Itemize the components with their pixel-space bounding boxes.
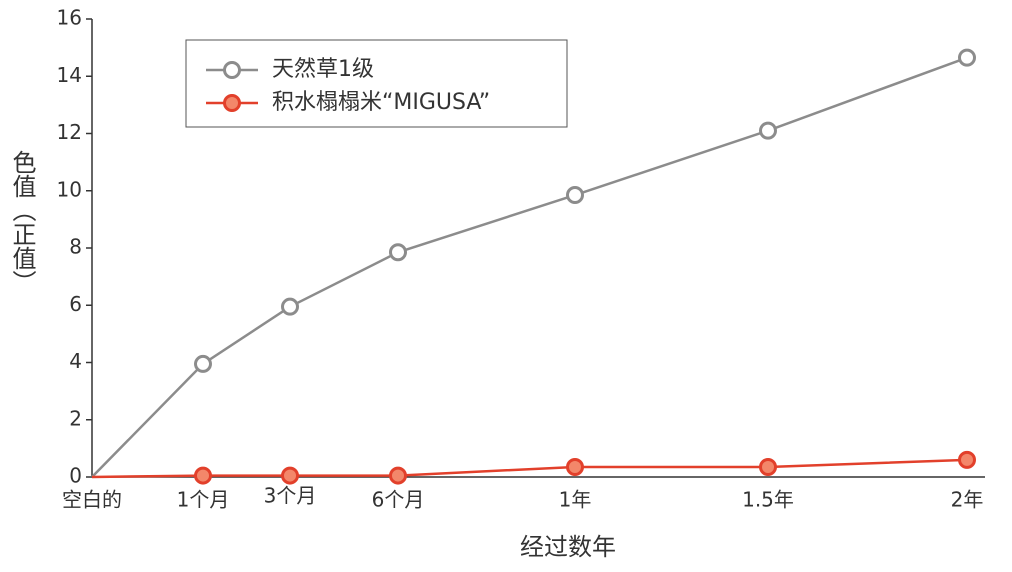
data-point <box>281 297 299 316</box>
y-tick-label: 0 <box>69 464 82 488</box>
y-tick-label: 14 <box>57 63 82 87</box>
data-point <box>194 466 212 485</box>
data-point <box>389 243 407 262</box>
x-tick-label: 3个月 <box>264 484 317 508</box>
x-tick-label: 6个月 <box>372 488 425 512</box>
x-tick-label: 2年 <box>951 488 984 512</box>
data-point <box>566 457 584 476</box>
x-axis-label: 经过数年 <box>520 533 616 561</box>
x-tick-label: 1个月 <box>177 488 230 512</box>
y-tick-label: 16 <box>57 6 82 30</box>
data-point <box>759 121 777 140</box>
legend-marker <box>223 61 241 79</box>
x-tick-label: 1年 <box>559 488 592 512</box>
y-tick-label: 8 <box>69 235 82 259</box>
y-tick-label: 4 <box>69 349 82 373</box>
data-point <box>194 354 212 373</box>
data-point <box>389 466 407 485</box>
data-point <box>566 186 584 205</box>
y-tick-label: 10 <box>57 177 82 201</box>
y-axis-label: 色值（正值） <box>8 150 36 294</box>
y-tick-label: 6 <box>69 292 82 316</box>
legend-marker <box>223 94 241 112</box>
legend-label: 积水榻榻米“MIGUSA” <box>272 90 490 115</box>
legend-box <box>185 39 568 128</box>
series-line <box>91 458 968 479</box>
y-tick-label: 2 <box>69 406 82 430</box>
x-tick-label: 空白的 <box>62 488 122 512</box>
y-tick-label: 12 <box>57 120 82 144</box>
data-point <box>958 450 976 469</box>
data-point <box>958 48 976 67</box>
data-point <box>281 466 299 485</box>
legend-label: 天然草1级 <box>272 57 374 82</box>
x-tick-label: 1.5年 <box>742 488 794 512</box>
data-point <box>759 457 777 476</box>
